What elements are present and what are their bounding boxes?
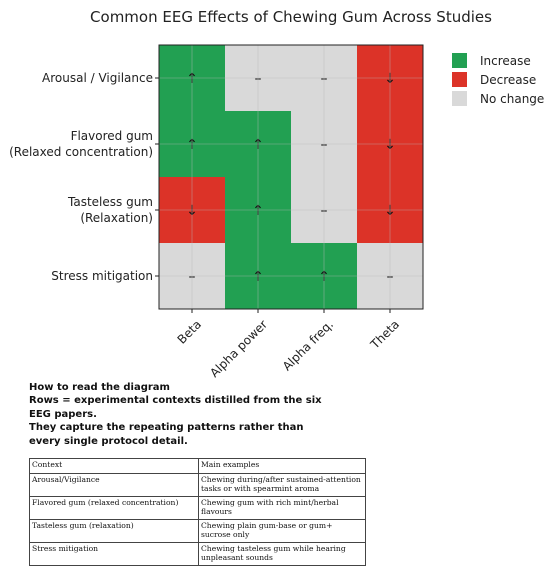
chart-title: Common EEG Effects of Chewing Gum Across…	[90, 8, 492, 26]
context-table: Context Main examples Arousal/Vigilance …	[29, 458, 366, 566]
notes-heading: How to read the diagram	[29, 382, 170, 393]
table-row: Arousal/Vigilance Chewing during/after s…	[29, 473, 366, 497]
notes-line-patterns: They capture the repeating patterns rath…	[29, 422, 304, 447]
heatmap-chart: Common EEG Effects of Chewing Gum Across…	[9, 8, 544, 380]
row-label-flavored-gum: Flavored gum (Relaxed concentration)	[9, 129, 153, 159]
legend-label-decrease: Decrease	[480, 73, 536, 87]
legend-label-increase: Increase	[480, 54, 531, 68]
row-label-arousal-vigilance: Arousal / Vigilance	[42, 71, 153, 85]
row-label-tasteless-gum: Tasteless gum (Relaxation)	[67, 195, 153, 225]
table-cell-context: Stress mitigation	[29, 542, 199, 566]
notes-line-rows: Rows = experimental contexts distilled f…	[29, 395, 322, 420]
table-cell-examples: Chewing tasteless gum while hearing unpl…	[198, 542, 366, 566]
table-row: Tasteless gum (relaxation) Chewing plain…	[29, 519, 366, 543]
plot-frame	[158, 44, 424, 310]
table-row: Flavored gum (relaxed concentration) Che…	[29, 496, 366, 520]
table-header-context: Context	[29, 458, 199, 474]
heatmap-cells: ↑ – – ↓↑ ↑ – ↓↓ ↑ – ↓– ↑ ↑ –	[159, 45, 423, 309]
table-cell-context: Tasteless gum (relaxation)	[29, 519, 199, 543]
reading-notes: How to read the diagram Rows = experimen…	[29, 381, 329, 448]
legend-swatch-increase	[452, 53, 467, 68]
column-labels: Beta Alpha power Alpha freq. Theta	[175, 309, 402, 380]
table-cell-context: Flavored gum (relaxed concentration)	[29, 496, 199, 520]
table-header-examples: Main examples	[198, 458, 366, 474]
legend: Increase Decrease No change	[452, 53, 544, 106]
column-label-alpha-power: Alpha power	[207, 317, 270, 380]
table-cell-examples: Chewing plain gum-base or gum+ sucrose o…	[198, 519, 366, 543]
table-header-row: Context Main examples	[29, 458, 366, 474]
column-label-beta: Beta	[175, 317, 204, 346]
table-row: Stress mitigation Chewing tasteless gum …	[29, 542, 366, 566]
legend-label-no-change: No change	[480, 92, 544, 106]
table-cell-context: Arousal/Vigilance	[29, 473, 199, 497]
column-label-theta: Theta	[367, 317, 402, 352]
column-label-alpha-freq: Alpha freq.	[280, 317, 336, 373]
row-labels: Arousal / Vigilance Flavored gum (Relaxed …	[9, 71, 159, 283]
table-cell-examples: Chewing during/after sustained-attention…	[198, 473, 366, 497]
legend-swatch-no-change	[452, 91, 467, 106]
legend-swatch-decrease	[452, 72, 467, 87]
row-label-stress-mitigation: Stress mitigation	[51, 269, 153, 283]
table-cell-examples: Chewing gum with rich mint/herbal flavou…	[198, 496, 366, 520]
heatmap-grid	[158, 44, 424, 310]
